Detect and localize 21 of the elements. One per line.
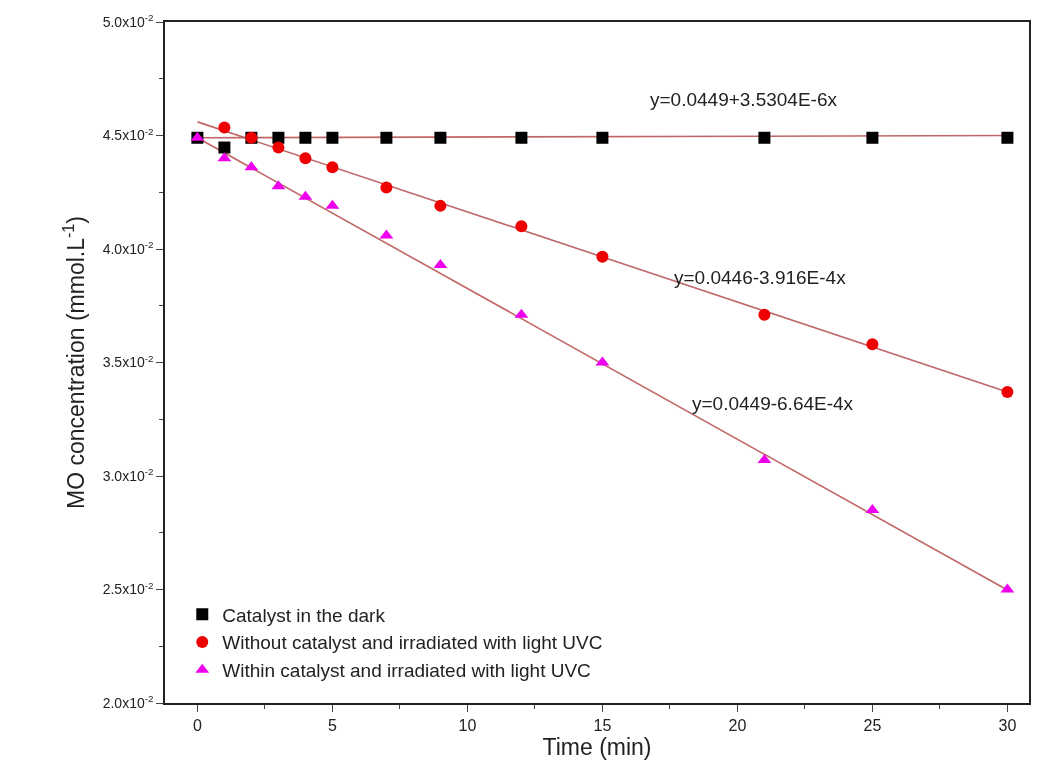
y-tick-label: 2.5x10$^{-2}$ <box>102 579 154 598</box>
x-tick-label: 25 <box>863 716 882 734</box>
x-tick-label: 0 <box>192 716 202 734</box>
x-axis-title: Time (min) <box>542 734 652 761</box>
y-tick-label: 2.0x10$^{-2}$ <box>102 693 154 711</box>
x-tick-label: 15 <box>593 716 612 734</box>
y-tick-label: 4.0x10$^{-2}$ <box>102 239 154 257</box>
annotation: y=0.0449-6.64E-4x <box>692 393 854 414</box>
x-tick-label: 20 <box>728 716 747 734</box>
y-tick-label: 3.0x10$^{-2}$ <box>102 466 154 484</box>
y-tick-label: 3.5x10$^{-2}$ <box>102 352 154 371</box>
x-tick-label: 10 <box>458 716 477 734</box>
legend-label: Without catalyst and irradiated with light UVC <box>222 632 603 654</box>
y-tick-label: 5.0x10$^{-2}$ <box>102 12 154 30</box>
x-tick-label: 30 <box>998 716 1017 734</box>
y-tick-label: 4.5x10$^{-2}$ <box>102 125 154 144</box>
x-tick-label: 5 <box>327 716 337 734</box>
legend-label: Catalyst in the dark <box>222 604 386 626</box>
annotation: y=0.0449+3.5304E-6x <box>650 89 838 110</box>
annotation: y=0.0446-3.916E-4x <box>674 267 847 288</box>
legend-label: Within catalyst and irradiated with light UVC <box>222 660 591 682</box>
